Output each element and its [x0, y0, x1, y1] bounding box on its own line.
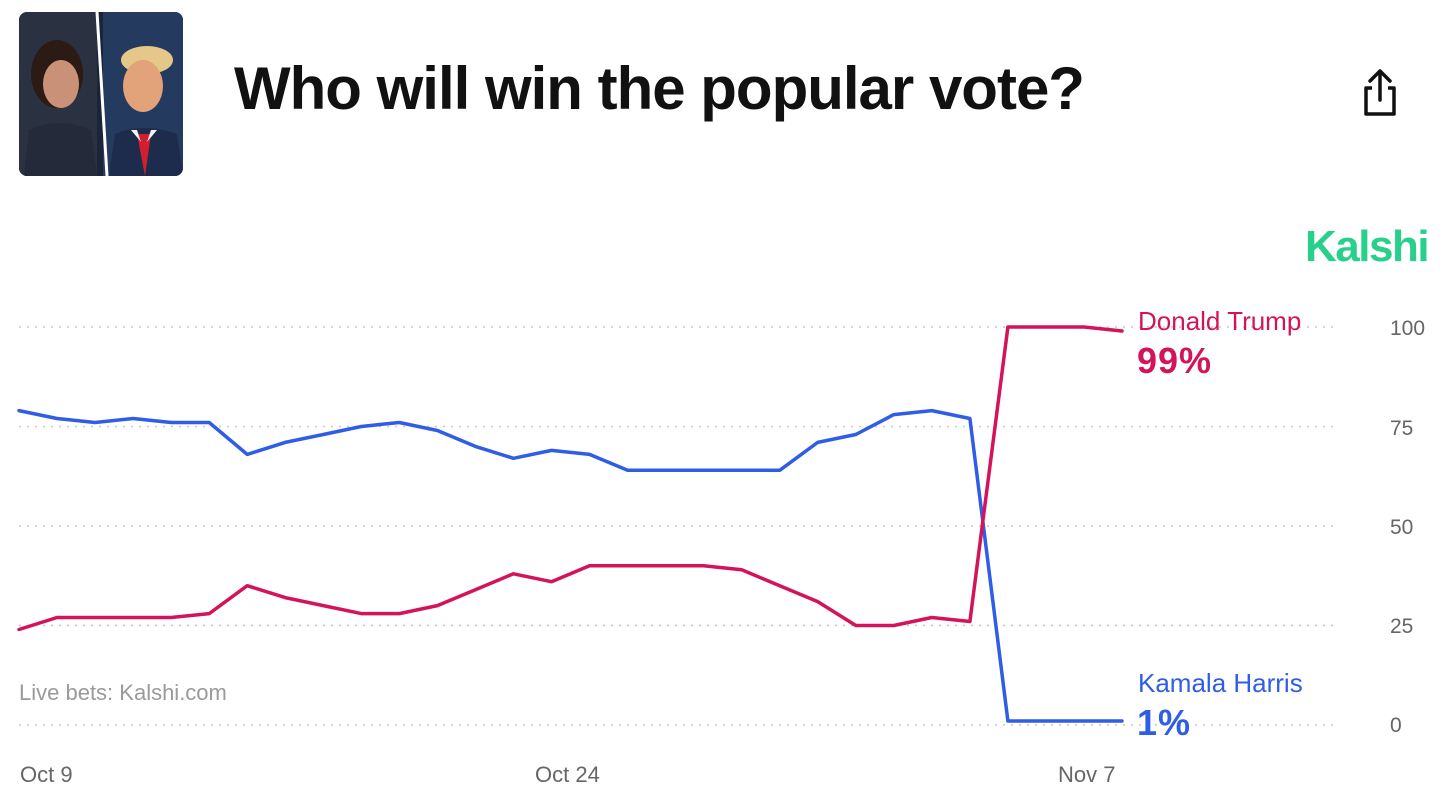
x-tick-label: Oct 9: [20, 762, 73, 787]
share-button[interactable]: [1356, 66, 1404, 122]
kamala-harris-series-line: [17, 408, 1124, 723]
y-tick-label: 25: [1390, 615, 1414, 638]
candidates-thumbnail: [19, 12, 183, 176]
y-tick-label: 100: [1390, 317, 1426, 340]
candidates-photo-icon: [19, 12, 183, 176]
trump-series-label: Donald Trump: [1138, 306, 1302, 336]
trump-series-value: 99%: [1137, 340, 1213, 381]
y-tick-label: 0: [1390, 714, 1402, 737]
harris-series-label: Kamala Harris: [1138, 668, 1303, 698]
y-tick-label: 75: [1390, 417, 1414, 440]
donald-trump-series-line: [17, 325, 1124, 632]
attribution-link[interactable]: Live bets: Kalshi.com: [19, 680, 227, 705]
y-tick-label: 50: [1390, 516, 1414, 539]
page-title: Who will win the popular vote?: [234, 55, 1085, 122]
chart-gridlines: [19, 326, 1335, 726]
harris-series-value: 1%: [1137, 702, 1192, 743]
x-tick-label: Nov 7: [1058, 762, 1116, 787]
share-icon: [1364, 69, 1396, 116]
kalshi-logo[interactable]: Kalshi: [1305, 222, 1430, 271]
chart-series: [17, 325, 1124, 723]
x-tick-label: Oct 24: [535, 762, 600, 787]
